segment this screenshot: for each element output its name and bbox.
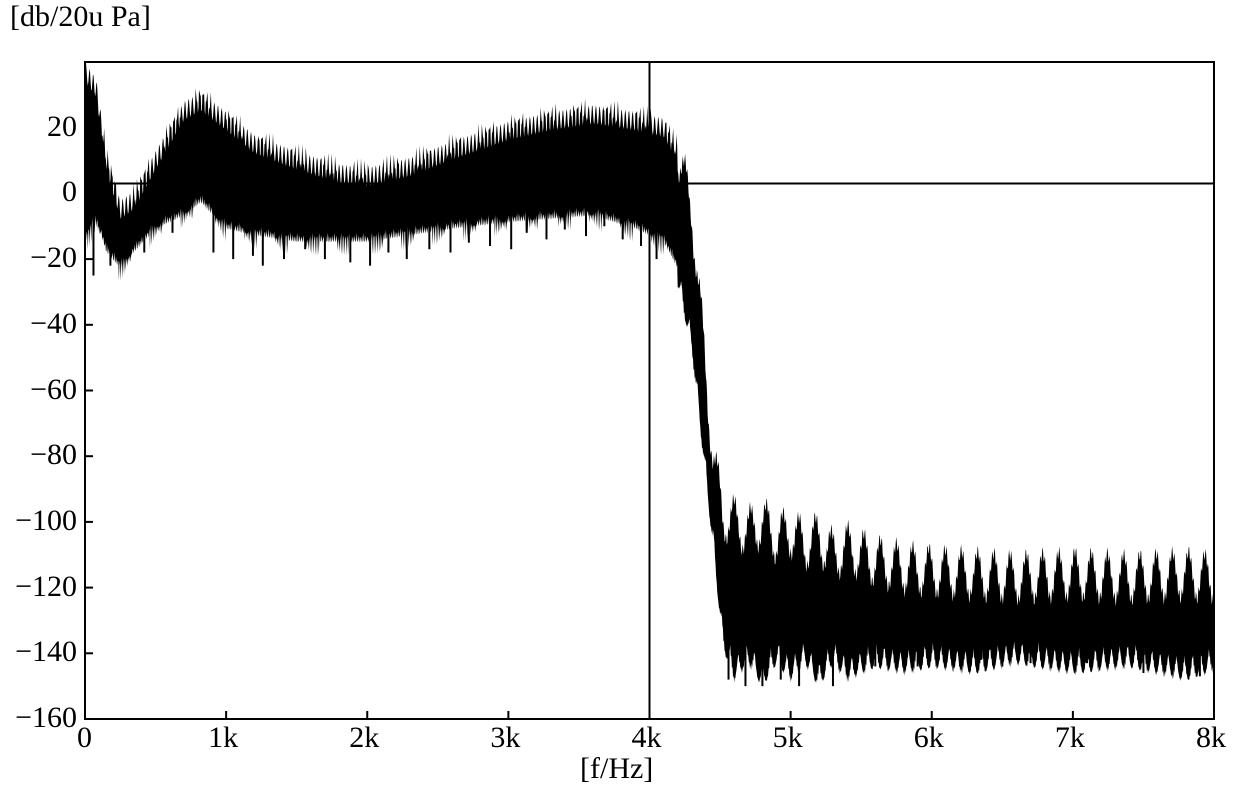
x-tick-label: 7k	[1055, 721, 1085, 755]
x-tick-label: 4k	[632, 721, 662, 755]
y-tick-label: −20	[7, 241, 77, 275]
x-tick-label: 2k	[349, 721, 379, 755]
y-tick-label: −100	[7, 504, 77, 538]
y-tick-label: −160	[7, 701, 77, 735]
x-tick-label: 1k	[208, 721, 238, 755]
y-tick-label: −80	[7, 438, 77, 472]
x-tick-label: 6k	[914, 721, 944, 755]
y-tick-label: 0	[7, 175, 77, 209]
y-tick-label: −60	[7, 373, 77, 407]
y-tick-label: 20	[7, 110, 77, 144]
x-tick-label: 3k	[490, 721, 520, 755]
spectrum-plot	[0, 0, 1240, 789]
y-tick-label: −40	[7, 307, 77, 341]
x-axis-label: [f/Hz]	[580, 752, 653, 786]
y-tick-label: −120	[7, 570, 77, 604]
y-tick-label: −140	[7, 635, 77, 669]
chart-container: { "chart": { "type": "spectrum", "ylabel…	[0, 0, 1240, 789]
x-tick-label: 5k	[773, 721, 803, 755]
x-tick-label: 8k	[1196, 721, 1226, 755]
x-tick-label: 0	[77, 721, 92, 755]
